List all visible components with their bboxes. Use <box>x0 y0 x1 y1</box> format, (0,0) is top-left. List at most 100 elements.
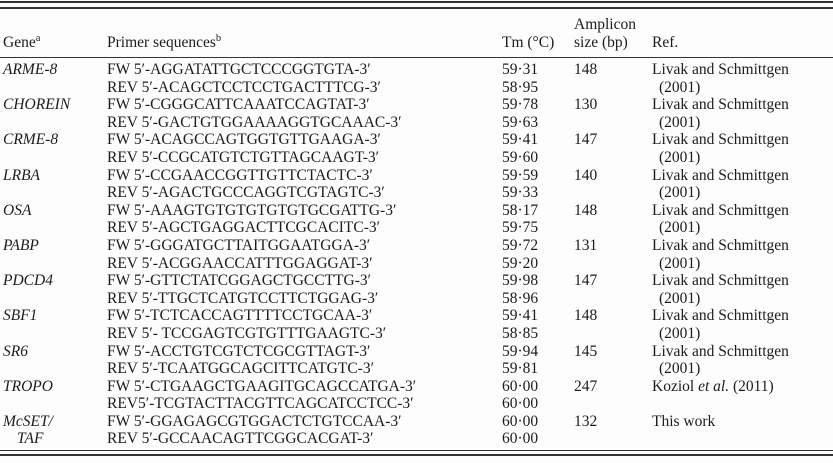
header-primer-sequences: Primer sequencesb <box>107 9 502 58</box>
gene-name: CHOREIN <box>3 96 71 114</box>
gene-cell: PABP <box>0 237 107 272</box>
gene-cell: McSET/ TAF <box>0 413 107 448</box>
tm-cell: 59·94 59·81 <box>502 343 574 378</box>
table-row: ARME-8 FW 5′-AGGATATTGCTCCCGGTGTA-3′ REV… <box>0 58 833 97</box>
tm-cell: 60·00 60·00 <box>502 413 574 448</box>
gene-cell: OSA <box>0 202 107 237</box>
tm-reverse-value: 58·96 <box>502 289 539 307</box>
ref-text: Livak and Schmittgen <box>652 131 789 149</box>
tm-forward-value: 59·31 <box>502 61 539 78</box>
primer-forward-sequence: FW 5′-CTGAAGCTGAAGITGCAGCCATGA-3′ <box>107 377 417 395</box>
primer-cell: FW 5′-AGGATATTGCTCCCGGTGTA-3′ REV 5′-ACA… <box>107 58 502 97</box>
primer-cell: FW 5′-CTGAAGCTGAAGITGCAGCCATGA-3′ REV5′-… <box>107 378 502 413</box>
tm-forward-value: 58·17 <box>502 201 539 219</box>
table-row: SBF1 FW 5′-TCTCACCAGTTTTCCTGCAA-3′ REV 5… <box>0 307 833 342</box>
tm-forward-value: 60·00 <box>502 377 539 395</box>
tm-forward-value: 59·72 <box>502 236 539 254</box>
amplicon-size-value: 131 <box>574 236 598 254</box>
gene-name: PABP <box>3 236 39 254</box>
gene-name: SR6 <box>3 342 28 360</box>
ref-cell: Livak and Schmittgen (2001) <box>652 58 833 97</box>
ref-text: Livak and Schmittgen <box>652 201 789 219</box>
tm-reverse-value: 58·85 <box>502 324 539 342</box>
table-row: TROPO FW 5′-CTGAAGCTGAAGITGCAGCCATGA-3′ … <box>0 378 833 413</box>
amplicon-size-value: 140 <box>574 166 598 184</box>
primer-reverse-sequence: REV 5′-AGCTGAGGACTTCGCACITC-3′ <box>107 219 381 237</box>
ref-text: Livak and Schmittgen <box>652 236 789 254</box>
ref-etal-text: et al. <box>698 377 730 395</box>
gene-name-line2 <box>3 360 107 378</box>
footnote-marker-b: b <box>215 32 222 44</box>
table-row: McSET/ TAF FW 5′-GGAGAGCGTGGACTCTGTCCAA-… <box>0 413 833 448</box>
ref-line1: Livak and Schmittgen <box>652 167 833 185</box>
ref-line2: (2001) <box>659 254 701 272</box>
primer-cell: FW 5′-CCGAACCGGTTGTTCTACTC-3′ REV 5′-AGA… <box>107 167 502 202</box>
tm-reverse-value: 59·33 <box>502 184 539 202</box>
amplicon-cell: 130 <box>574 96 652 131</box>
ref-line1: Livak and Schmittgen <box>652 272 833 290</box>
ref-text: Livak and Schmittgen <box>652 307 789 325</box>
tm-reverse-value: 58·95 <box>502 78 539 96</box>
primer-cell: FW 5′-CGGGCATTCAAATCCAGTAT-3′ REV 5′-GAC… <box>107 96 502 131</box>
amplicon-size-value: 148 <box>574 201 598 219</box>
header-gene-label: Gene <box>3 33 36 51</box>
tm-reverse-value: 59·81 <box>502 360 539 378</box>
ref-cell: Livak and Schmittgen (2001) <box>652 167 833 202</box>
tm-reverse-value: 59·75 <box>502 219 539 237</box>
tm-cell: 59·98 58·96 <box>502 272 574 307</box>
gene-name-line2 <box>3 290 107 308</box>
ref-year-text: (2011) <box>729 377 774 395</box>
gene-cell: CHOREIN <box>0 96 107 131</box>
primer-cell: FW 5′-GGGATGCTTAITGGAATGGA-3′ REV 5′-ACG… <box>107 237 502 272</box>
amplicon-size-value: 247 <box>574 377 598 395</box>
primer-reverse-sequence: REV 5′-TCAATGGCAGCITTCATGTC-3′ <box>107 360 374 378</box>
table-row: CRME-8 FW 5′-ACAGCCAGTGGTGTTGAAGA-3′ REV… <box>0 131 833 166</box>
ref-text: This work <box>652 412 716 430</box>
tm-reverse-value: 59·60 <box>502 148 539 166</box>
ref-line1: Livak and Schmittgen <box>652 202 833 220</box>
ref-text: Livak and Schmittgen <box>652 342 789 360</box>
header-primer-label: Primer sequences <box>107 33 216 51</box>
amplicon-size-value: 132 <box>574 412 598 430</box>
tm-forward-value: 60·00 <box>502 412 539 430</box>
amplicon-cell: 147 <box>574 131 652 166</box>
amplicon-size-value: 147 <box>574 272 598 290</box>
tm-forward-value: 59·59 <box>502 166 539 184</box>
ref-cell: Livak and Schmittgen (2001) <box>652 131 833 166</box>
tm-cell: 59·31 58·95 <box>502 58 574 97</box>
footnote-marker-a: a <box>35 32 41 44</box>
tm-cell: 59·72 59·20 <box>502 237 574 272</box>
gene-name-line2 <box>3 325 107 343</box>
ref-line1: Livak and Schmittgen <box>652 61 833 79</box>
primer-reverse-sequence: REV 5′-ACGGAACCATTTGGAGGAT-3′ <box>107 254 373 272</box>
ref-line1: This work <box>652 413 833 431</box>
header-amplicon-size: Amplicon size (bp) <box>574 9 652 58</box>
gene-name: TROPO <box>3 377 53 395</box>
table-row: CHOREIN FW 5′-CGGGCATTCAAATCCAGTAT-3′ RE… <box>0 96 833 131</box>
primer-reverse-sequence: REV 5′-CCGCATGTCTGTTAGCAAGT-3′ <box>107 148 380 166</box>
amplicon-cell: 131 <box>574 237 652 272</box>
primer-cell: FW 5′-TCTCACCAGTTTTCCTGCAA-3′ REV 5′- TC… <box>107 307 502 342</box>
header-row: Genea Primer sequencesb Tm (°C) Amplicon… <box>0 9 833 58</box>
ref-cell: Livak and Schmittgen (2001) <box>652 202 833 237</box>
tm-cell: 58·17 59·75 <box>502 202 574 237</box>
amplicon-size-value: 147 <box>574 131 598 149</box>
header-amplicon-line2: size (bp) <box>574 33 628 51</box>
amplicon-size-value: 130 <box>574 96 598 114</box>
amplicon-cell: 148 <box>574 307 652 342</box>
ref-line1: Livak and Schmittgen <box>652 237 833 255</box>
primer-reverse-sequence: REV5′-TCGTACTTACGTTCAGCATCCTCC-3′ <box>107 395 414 413</box>
gene-name: ARME-8 <box>3 61 58 78</box>
ref-text: Livak and Schmittgen <box>652 272 789 290</box>
primer-forward-sequence: FW 5′-CCGAACCGGTTGTTCTACTC-3′ <box>107 166 373 184</box>
top-double-rule <box>0 1 833 9</box>
gene-name-line2 <box>3 149 107 167</box>
amplicon-cell: 140 <box>574 167 652 202</box>
primer-reverse-sequence: REV 5′- TCCGAGTCGTGTTTGAAGTC-3′ <box>107 324 387 342</box>
primer-reverse-sequence: REV 5′-GCCAACAGTTCGGCACGAT-3′ <box>107 430 374 448</box>
ref-line1: Livak and Schmittgen <box>652 96 833 114</box>
header-amplicon-line1: Amplicon <box>574 16 636 33</box>
gene-cell: CRME-8 <box>0 131 107 166</box>
tm-forward-value: 59·41 <box>502 131 539 149</box>
primer-reverse-sequence: REV 5′-TTGCTCATGTCCTTCTGGAG-3′ <box>107 289 379 307</box>
